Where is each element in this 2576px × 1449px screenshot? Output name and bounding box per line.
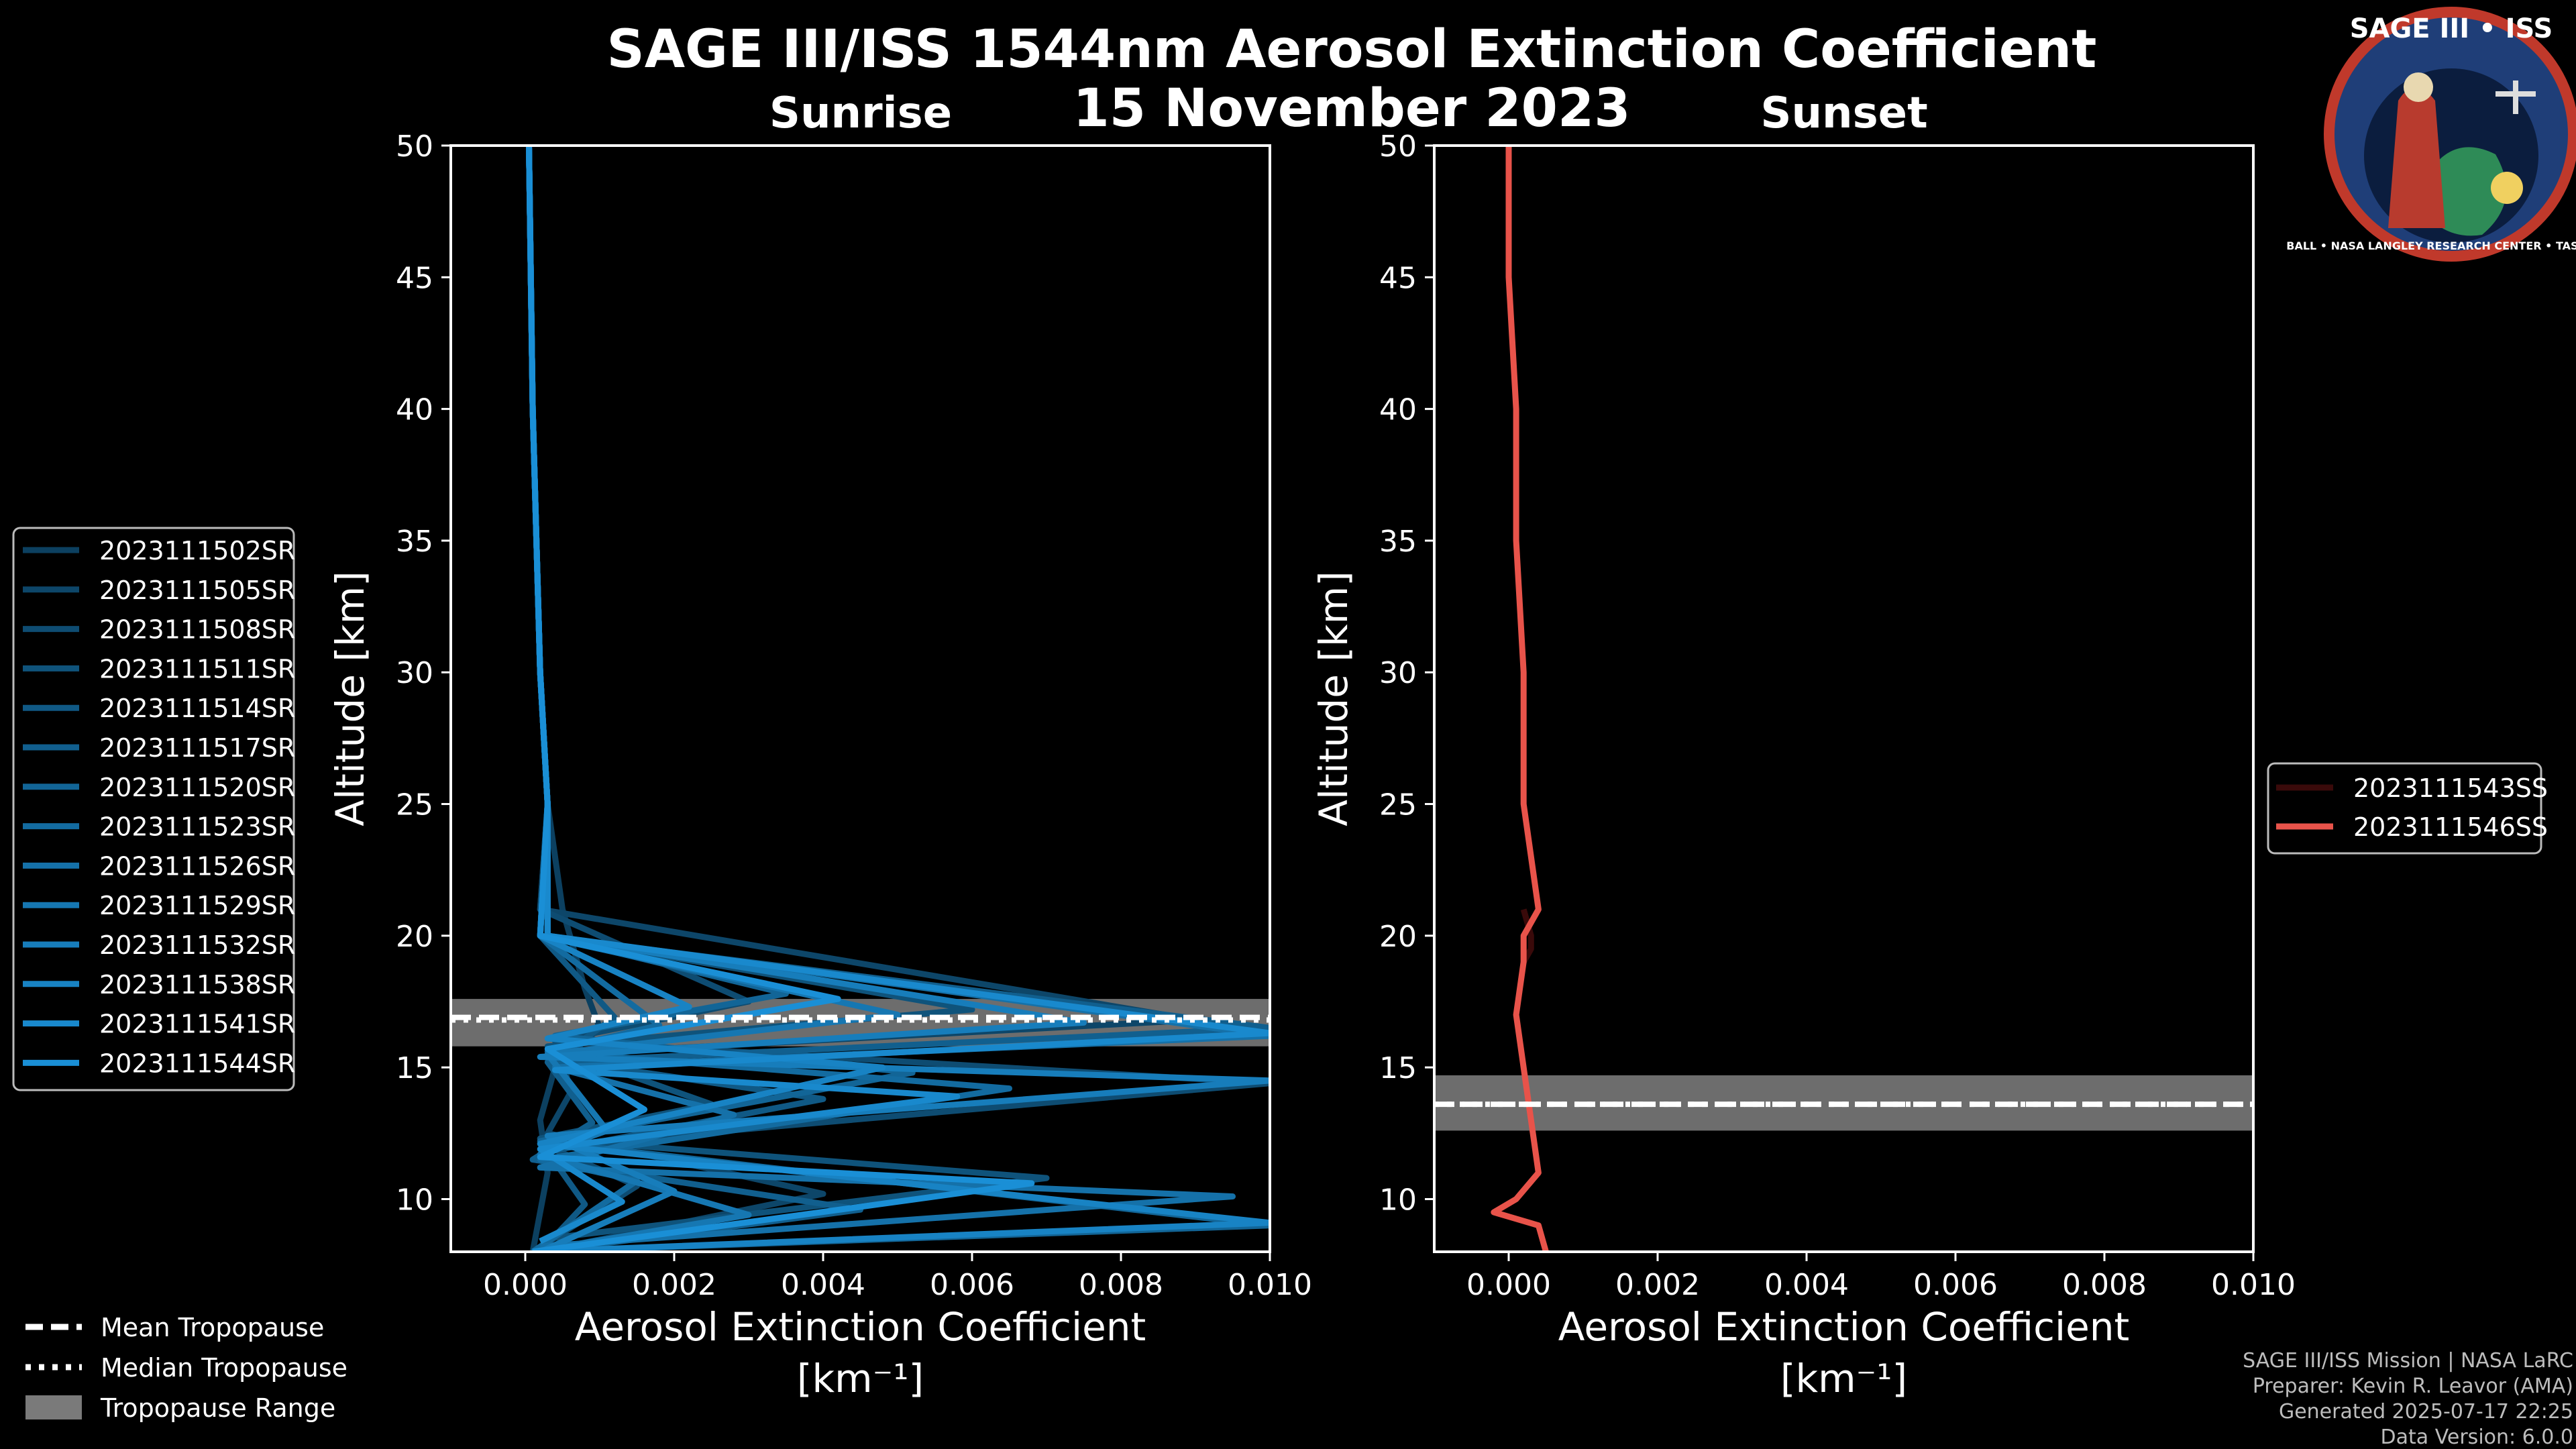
sunset-plot: 0.000 0.002 0.004 0.006 0.008 0.010 10 15 20 25 30… xyxy=(1311,129,2296,1401)
sunrise-x-axis-label: Aerosol Extinction Coefficient xyxy=(575,1304,1146,1350)
sunrise-y-tick-label: 45 xyxy=(396,261,433,295)
sunset-legend: 2023111543SS 2023111546SS xyxy=(2267,762,2548,855)
sunset-y-axis-label: Altitude [km] xyxy=(1311,571,1356,826)
figure-icon xyxy=(2388,87,2445,228)
sunrise-legend-label: 2023111526SR xyxy=(99,851,295,881)
sunset-y-tick-label: 25 xyxy=(1379,788,1417,822)
sunrise-legend-label: 2023111538SR xyxy=(99,970,295,1000)
sunrise-legend-label: 2023111511SR xyxy=(99,654,295,684)
sunset-y-tick-label: 50 xyxy=(1379,129,1417,164)
sunset-plot-area xyxy=(1434,146,2253,1252)
sunrise-x-tick-label: 0.004 xyxy=(781,1268,865,1302)
sunrise-y-tick-label: 30 xyxy=(396,656,433,690)
sunset-y-tick-label: 10 xyxy=(1379,1183,1417,1217)
sunrise-legend-label: 2023111523SR xyxy=(99,812,295,842)
iss-icon xyxy=(2496,80,2536,114)
sunrise-legend-label: 2023111529SR xyxy=(99,891,295,920)
sunrise-legend-frame xyxy=(12,527,295,1091)
sunrise-x-tick-label: 0.000 xyxy=(483,1268,568,1302)
sunrise-legend-label: 2023111514SR xyxy=(99,694,295,723)
sunrise-legend-label: 2023111532SR xyxy=(99,930,295,960)
sunrise-y-tick-label: 50 xyxy=(396,129,433,164)
sunset-legend-frame xyxy=(2267,762,2542,855)
footer-mission: SAGE III/ISS Mission | NASA LaRC xyxy=(2243,1349,2573,1373)
sunset-x-axis-unit: [km⁻¹] xyxy=(1780,1356,1907,1401)
tropopause-range-label: Tropopause Range xyxy=(100,1393,335,1423)
sunrise-legend-label: 2023111508SR xyxy=(99,615,295,645)
sunrise-panel-title: Sunrise xyxy=(769,89,952,138)
sunrise-legend-label: 2023111544SR xyxy=(99,1049,295,1078)
sunset-x-tick-label: 0.008 xyxy=(2062,1268,2147,1302)
sunrise-axes-frame xyxy=(449,144,1271,1253)
sunrise-x-axis-unit: [km⁻¹] xyxy=(797,1356,924,1401)
sunrise-x-tick-label: 0.010 xyxy=(1228,1268,1312,1302)
footer-data-version: Data Version: 6.0.0 xyxy=(2381,1426,2573,1449)
sunrise-legend-label: 2023111517SR xyxy=(99,733,295,763)
sunset-series-2023111543SS xyxy=(1520,908,1534,964)
sunset-x-tick-label: 0.000 xyxy=(1466,1268,1551,1302)
sunrise-y-tick-label: 25 xyxy=(396,788,433,822)
sunrise-y-tick-label: 10 xyxy=(396,1183,433,1217)
logo-text: SAGE III • ISS xyxy=(2350,13,2553,44)
sunset-legend-label: 2023111543SS xyxy=(2353,773,2548,803)
sunset-x-tick-label: 0.002 xyxy=(1615,1268,1700,1302)
sunrise-plot: 0.000 0.002 0.004 0.006 0.008 0.010 10 15 20 25 30… xyxy=(327,129,1312,1401)
footer-generated: Generated 2025-07-17 22:25 xyxy=(2279,1400,2573,1424)
tropopause-legend: Mean Tropopause Median Tropopause Tropop… xyxy=(25,1313,347,1423)
sunset-series-2023111546SS xyxy=(1491,146,1549,1252)
sunrise-y-tick-label: 20 xyxy=(396,920,433,954)
mean-tropopause-label: Mean Tropopause xyxy=(101,1313,324,1342)
sunset-panel-title: Sunset xyxy=(1760,89,1927,138)
sunset-y-tick-label: 30 xyxy=(1379,656,1417,690)
figure-date: 15 November 2023 xyxy=(1073,78,1630,139)
sunset-y-tick-label: 40 xyxy=(1379,393,1417,427)
figure-title: SAGE III/ISS 1544nm Aerosol Extinction C… xyxy=(607,19,2097,80)
footer-preparer: Preparer: Kevin R. Leavor (AMA) xyxy=(2253,1375,2573,1398)
figure-head-icon xyxy=(2404,72,2433,102)
sunset-legend-label: 2023111546SS xyxy=(2353,812,2548,842)
sunset-y-tick-label: 20 xyxy=(1379,920,1417,954)
sunset-x-tick-label: 0.006 xyxy=(1913,1268,1998,1302)
sunrise-legend-label: 2023111520SR xyxy=(99,773,295,802)
sunrise-y-axis-label: Altitude [km] xyxy=(327,571,373,826)
sunrise-y-tick-label: 15 xyxy=(396,1051,433,1085)
logo-ring-text: BALL • NASA LANGLEY RESEARCH CENTER • TA… xyxy=(2286,239,2576,252)
tropopause-range-swatch xyxy=(25,1395,82,1419)
sunrise-y-tick-label: 35 xyxy=(396,525,433,559)
sage-iii-iss-logo: SAGE III • ISS BALL • NASA LANGLEY RESEA… xyxy=(2286,7,2576,262)
sunrise-y-tick-label: 40 xyxy=(396,393,433,427)
sunset-y-tick-label: 15 xyxy=(1379,1051,1417,1085)
sunrise-legend-label: 2023111541SR xyxy=(99,1010,295,1039)
moon-icon xyxy=(2491,172,2523,204)
sunset-x-tick-label: 0.010 xyxy=(2211,1268,2296,1302)
sunrise-series-2023111544SR xyxy=(526,146,1035,1252)
sunset-y-tick-label: 45 xyxy=(1379,261,1417,295)
sunset-x-tick-label: 0.004 xyxy=(1764,1268,1849,1302)
median-tropopause-label: Median Tropopause xyxy=(101,1353,347,1383)
sunset-y-tick-label: 35 xyxy=(1379,525,1417,559)
sunrise-legend-label: 2023111505SR xyxy=(99,576,295,605)
sunrise-x-tick-label: 0.008 xyxy=(1079,1268,1163,1302)
sunset-x-axis-label: Aerosol Extinction Coefficient xyxy=(1558,1304,2130,1350)
sunrise-x-tick-label: 0.002 xyxy=(632,1268,716,1302)
sunrise-legend: 2023111502SR 2023111505SR 2023111508SR 2023… xyxy=(12,527,295,1091)
sunset-axes-frame xyxy=(1433,144,2255,1253)
sunrise-legend-label: 2023111502SR xyxy=(99,536,295,566)
sunrise-x-tick-label: 0.006 xyxy=(930,1268,1014,1302)
footer-credits: SAGE III/ISS Mission | NASA LaRC Prepare… xyxy=(2243,1349,2573,1449)
